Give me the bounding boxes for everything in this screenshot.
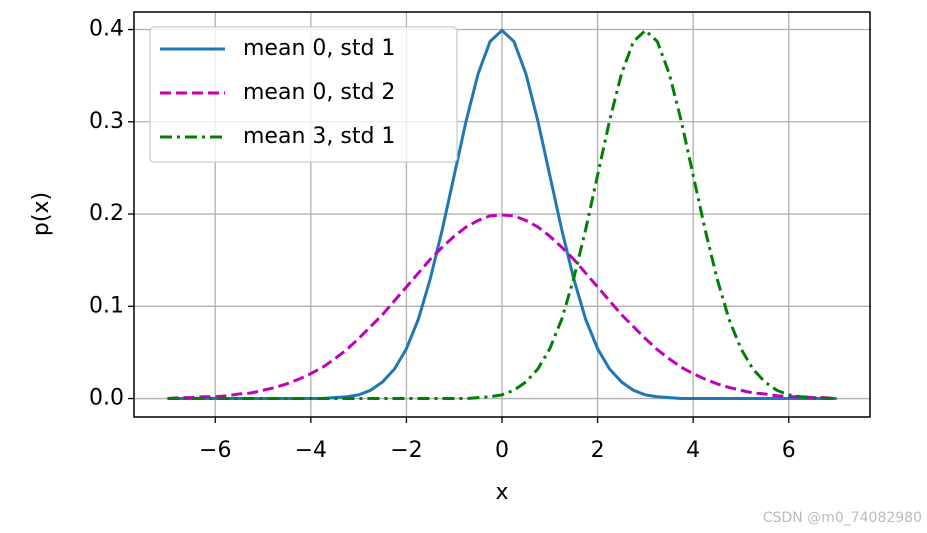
y-axis-label: p(x) <box>29 192 54 236</box>
x-tick-label: −2 <box>390 438 422 463</box>
legend-label: mean 3, std 1 <box>243 124 395 149</box>
x-tick-label: 4 <box>686 438 700 463</box>
y-tick-label: 0.2 <box>89 201 124 226</box>
y-tick-label: 0.0 <box>89 386 124 411</box>
legend-label: mean 0, std 1 <box>243 36 395 61</box>
x-tick-label: −4 <box>295 438 327 463</box>
legend-box <box>149 26 458 163</box>
y-tick-label: 0.3 <box>89 109 124 134</box>
y-tick-label: 0.1 <box>89 293 124 318</box>
y-tick-label: 0.4 <box>89 17 124 42</box>
x-axis-label: x <box>495 480 508 505</box>
plot-frame <box>133 11 871 418</box>
x-tick-label: 6 <box>782 438 796 463</box>
line-series <box>167 28 837 401</box>
line-series <box>167 213 837 401</box>
x-tick-label: 0 <box>495 438 509 463</box>
legend-label: mean 0, std 2 <box>243 80 395 105</box>
x-tick-label: −6 <box>199 438 231 463</box>
watermark: CSDN @m0_74082980 <box>763 510 922 526</box>
x-tick-label: 2 <box>591 438 605 463</box>
